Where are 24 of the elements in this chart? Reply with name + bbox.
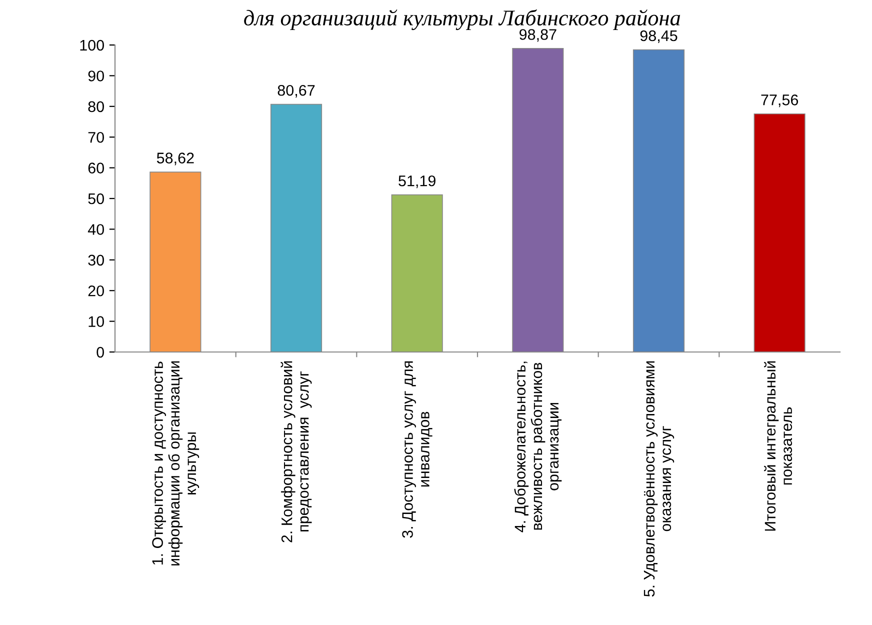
data-label: 77,56 xyxy=(761,94,798,108)
x-tick-label: 1. Открытость и доступность информации об организации культуры xyxy=(152,361,200,566)
data-label: 80,67 xyxy=(278,84,315,98)
y-tick-label: 0 xyxy=(96,346,104,358)
y-tick-label: 40 xyxy=(88,224,104,235)
data-label: 98,45 xyxy=(640,30,678,43)
y-tick-label: 50 xyxy=(88,193,104,204)
y-tick-label: 70 xyxy=(88,132,104,143)
y-tick-label: 10 xyxy=(88,316,104,327)
x-tick-label: 3. Доступность услуг для инвалидов xyxy=(402,361,432,538)
y-tick-label: 20 xyxy=(88,285,104,296)
data-label: 51,19 xyxy=(398,175,436,188)
x-tick-label: 5. Удовлетворённость условиями оказания услуг xyxy=(644,361,674,597)
y-tick-label: 60 xyxy=(88,162,104,174)
y-tick-label: 30 xyxy=(88,254,104,266)
y-tick-label: 90 xyxy=(88,70,104,82)
data-label: 98,87 xyxy=(520,29,556,42)
data-label: 58,62 xyxy=(156,152,194,166)
x-tick-label: 2. Комфортность условий предоставления услуг xyxy=(280,361,312,542)
x-tick-label: 4. Доброжелательность, вежливость работников организации xyxy=(514,362,562,532)
x-tick-label: Итоговый интегральный показатель xyxy=(764,361,792,531)
chart-title: для организаций культуры Лабинского района xyxy=(244,9,680,30)
y-tick-label: 80 xyxy=(88,101,104,112)
y-tick-label: 100 xyxy=(80,40,104,51)
